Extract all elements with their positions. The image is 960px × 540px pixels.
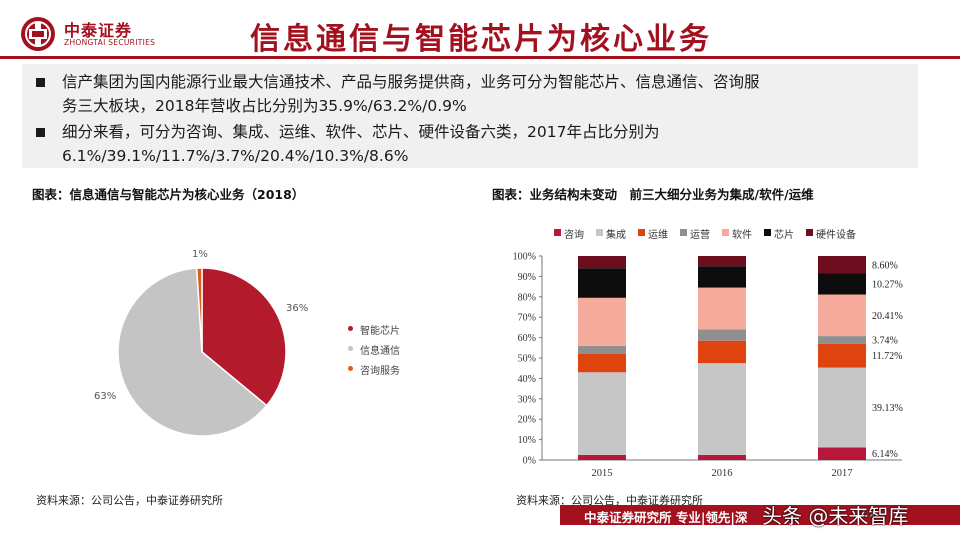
legend-swatch-icon [554,229,561,236]
footer-bar [560,505,960,525]
y-tick-label: 20% [518,415,536,426]
bar-segment [818,256,866,274]
y-tick-label: 40% [518,374,536,385]
bar-segment [818,447,866,460]
y-tick-label: 100% [513,252,536,263]
page-title: 信息通信与智能芯片为核心业务 [250,22,712,57]
bullet-line: 信产集团为国内能源行业最大信通技术、产品与服务提供商，业务可分为智能芯片、信息通… [62,73,760,91]
square-bullet-icon [36,128,45,137]
legend-label: 硬件设备 [816,230,856,241]
bar-segment [698,266,746,288]
square-bullet-icon [36,78,45,87]
bar-segment [698,329,746,341]
y-tick-label: 80% [518,292,536,303]
bar-data-label: 8.60% [872,260,898,271]
legend-swatch-icon [722,229,729,236]
bar-segment [698,256,746,267]
bar-data-label: 11.72% [872,351,902,362]
legend-label: 咨询 [564,230,584,241]
legend-label: 运维 [648,230,668,241]
summary-box: 信产集团为国内能源行业最大信通技术、产品与服务提供商，业务可分为智能芯片、信息通… [22,64,918,168]
bar-data-label: 6.14% [872,449,898,460]
x-tick-label: 2015 [592,468,613,479]
x-tick-label: 2017 [832,468,853,479]
left-source-note: 资料来源：公司公告，中泰证券研究所 [36,494,223,507]
bar-segment [578,454,626,460]
bar-segment [698,340,746,364]
bullet-line: 务三大板块，2018年营收占比分别为35.9%/63.2%/0.9% [62,97,467,115]
legend-label: 集成 [606,230,626,241]
watermark-text: 头条 @未来智库 [762,504,909,528]
pie-slice [117,267,268,437]
legend-dot-icon [348,366,353,371]
bar-data-label: 20.41% [872,311,903,322]
pie-slice [201,267,287,407]
legend-dot-icon [348,326,353,331]
stacked-bar-chart: 0% 10% 20% 30% 40% 50% 60% 70% 80% 90% 100% 2015 201… [513,252,903,480]
pie-data-label: 1% [192,249,208,260]
bar-segment [698,363,746,455]
bullet-line: 细分来看，可分为咨询、集成、运维、软件、芯片、硬件设备六类，2017年占比分别为 [62,123,660,141]
bar-segment [698,454,746,460]
company-logo: 中泰证券 ZHONGTAI SECURITIES [20,14,170,54]
legend-label: 运营 [690,230,710,241]
bullet-line: 6.1%/39.1%/11.7%/3.7%/20.4%/10.3%/8.6% [62,147,409,165]
pie-chart [117,267,287,437]
title-divider [0,56,960,59]
bar-segment [578,345,626,354]
y-tick-label: 0% [523,456,536,467]
y-tick-label: 30% [518,394,536,405]
pie-slice [195,267,203,353]
legend-dot-icon [348,346,353,351]
y-tick-label: 70% [518,313,536,324]
legend-swatch-icon [764,229,771,236]
logo-english-name: ZHONGTAI SECURITIES [64,38,156,47]
bar-data-label: 39.13% [872,403,903,414]
logo-chinese-name: 中泰证券 [64,21,133,40]
left-chart-caption: 图表：信息通信与智能芯片为核心业务（2018） [32,187,305,202]
legend-label: 咨询服务 [360,366,400,377]
legend-swatch-icon [638,229,645,236]
right-chart-caption: 图表：业务结构未变动 前三大细分业务为集成/软件/运维 [492,187,814,202]
bar-segment [818,343,866,368]
legend-label: 智能芯片 [360,326,400,337]
bar-segment [578,256,626,269]
legend-label: 软件 [732,230,752,241]
bar-data-label: 3.74% [872,335,898,346]
pie-data-label: 63% [94,391,117,402]
bar-segment [818,367,866,448]
y-tick-label: 90% [518,272,536,283]
legend-swatch-icon [806,229,813,236]
x-tick-label: 2016 [712,468,733,479]
bar-segment [818,294,866,337]
zhongtai-logo-icon [21,17,55,51]
bar-segment [578,353,626,373]
bar-segment [818,336,866,344]
bar-segment [578,297,626,346]
right-source-note: 资料来源：公司公告，中泰证券研究所 [516,494,703,507]
legend-label: 芯片 [774,230,794,241]
legend-swatch-icon [596,229,603,236]
bar-segment [698,287,746,330]
y-tick-label: 60% [518,333,536,344]
bar-segment [578,268,626,298]
y-tick-label: 50% [518,354,536,365]
bar-segment [818,273,866,295]
legend-swatch-icon [680,229,687,236]
page-number: 24 [862,510,875,521]
y-tick-label: 10% [518,435,536,446]
pie-data-label: 36% [286,303,309,314]
bar-segment [578,372,626,455]
footer-slogan: 中泰证券研究所 专业|领先|深 [584,510,748,525]
legend-label: 信息通信 [360,346,400,357]
bar-data-label: 10.27% [872,279,903,290]
